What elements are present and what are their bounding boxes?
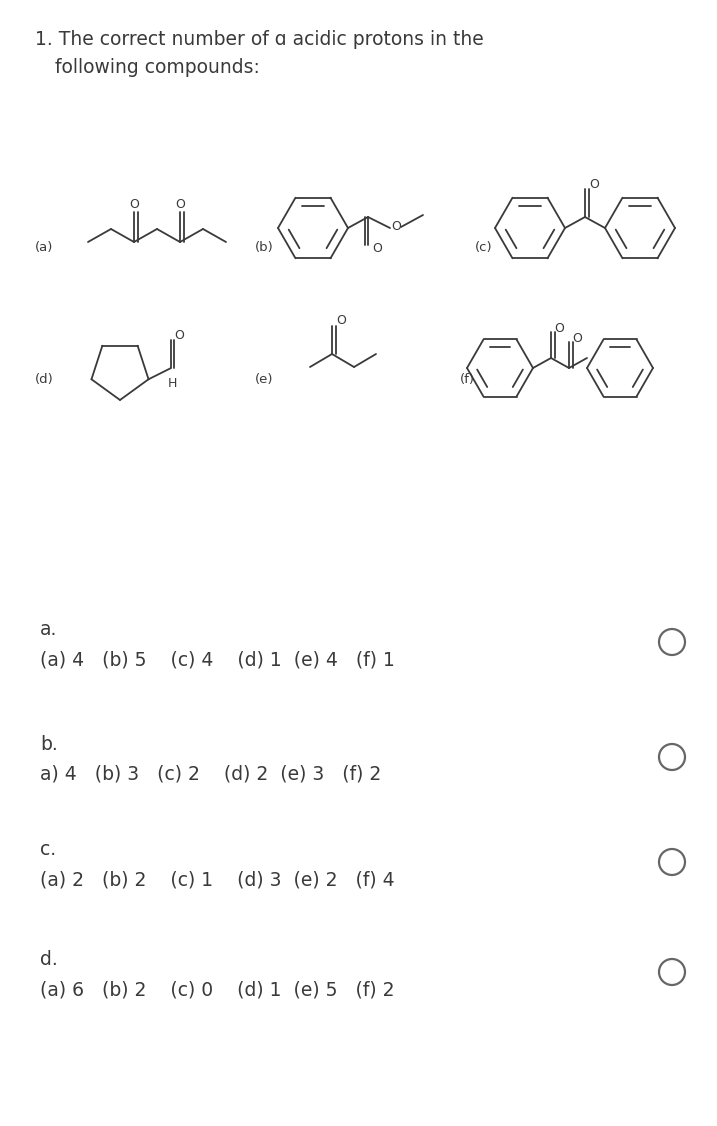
Text: a) 4   (b) 3   (c) 2    (d) 2  (e) 3   (f) 2: a) 4 (b) 3 (c) 2 (d) 2 (e) 3 (f) 2 xyxy=(40,765,381,784)
Text: d.: d. xyxy=(40,950,58,969)
Text: H: H xyxy=(168,377,177,390)
Text: O: O xyxy=(175,329,184,342)
Text: (a) 6   (b) 2    (c) 0    (d) 1  (e) 5   (f) 2: (a) 6 (b) 2 (c) 0 (d) 1 (e) 5 (f) 2 xyxy=(40,980,394,999)
Text: (e): (e) xyxy=(255,374,273,386)
Text: O: O xyxy=(572,331,582,345)
Text: (b): (b) xyxy=(255,241,274,254)
Text: b.: b. xyxy=(40,735,58,754)
Text: O: O xyxy=(336,314,346,328)
Text: 1. The correct number of ɑ acidic protons in the: 1. The correct number of ɑ acidic proton… xyxy=(35,30,484,50)
Text: (a) 4   (b) 5    (c) 4    (d) 1  (e) 4   (f) 1: (a) 4 (b) 5 (c) 4 (d) 1 (e) 4 (f) 1 xyxy=(40,650,395,669)
Text: O: O xyxy=(589,179,599,191)
Text: a.: a. xyxy=(40,620,57,638)
Text: (a) 2   (b) 2    (c) 1    (d) 3  (e) 2   (f) 4: (a) 2 (b) 2 (c) 1 (d) 3 (e) 2 (f) 4 xyxy=(40,870,394,890)
Text: (f): (f) xyxy=(460,374,475,386)
Text: O: O xyxy=(129,197,139,211)
Text: following compounds:: following compounds: xyxy=(55,59,260,77)
Text: (d): (d) xyxy=(35,374,54,386)
Text: O: O xyxy=(372,242,382,256)
Text: (a): (a) xyxy=(35,241,53,254)
Text: O: O xyxy=(175,197,185,211)
Text: (c): (c) xyxy=(475,241,493,254)
Text: O: O xyxy=(554,322,564,334)
Text: c.: c. xyxy=(40,840,56,859)
Text: O: O xyxy=(391,221,401,233)
